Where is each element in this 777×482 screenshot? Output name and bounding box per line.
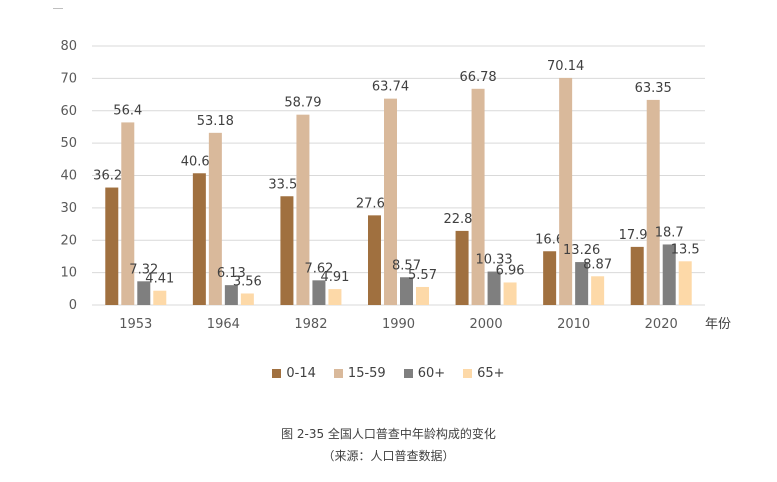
data-label: 7.62 <box>304 261 333 276</box>
legend-swatch <box>403 369 413 378</box>
x-tick-label: 1990 <box>382 317 415 332</box>
legend-label: 0-14 <box>286 366 316 381</box>
data-label: 63.35 <box>635 81 672 96</box>
data-label: 27.69 <box>356 196 393 211</box>
bar <box>105 187 119 305</box>
bar <box>296 114 310 305</box>
legend-swatch <box>272 369 282 378</box>
bar <box>455 230 469 305</box>
bar <box>416 286 429 305</box>
bar <box>312 280 326 305</box>
bar <box>471 88 485 306</box>
x-tick-label: 1982 <box>294 317 327 332</box>
x-tick-label: 1953 <box>119 317 152 332</box>
legend-item: 0-14 <box>272 366 316 381</box>
data-label: 3.56 <box>233 274 262 289</box>
legend-swatch <box>463 369 473 378</box>
data-label: 22.89 <box>443 212 480 227</box>
bar <box>487 271 501 305</box>
data-label: 63.74 <box>372 80 409 95</box>
data-label: 8.57 <box>392 258 421 273</box>
data-label: 16.6 <box>535 232 564 247</box>
bar <box>280 196 294 305</box>
data-label: 6.13 <box>217 266 246 281</box>
data-label: 6.96 <box>496 263 525 278</box>
x-tick-label: 2020 <box>645 317 678 332</box>
corner-mark <box>53 8 63 9</box>
y-tick-label: 70 <box>60 71 77 86</box>
bar <box>646 99 660 305</box>
bar <box>543 251 557 305</box>
data-label: 56.4 <box>113 103 142 118</box>
legend-label: 60+ <box>417 366 446 381</box>
bar <box>137 281 151 305</box>
bar <box>153 290 167 305</box>
data-label: 17.95 <box>619 228 656 243</box>
data-label: 36.28 <box>93 169 130 184</box>
bar <box>192 173 206 305</box>
x-tick-label: 1964 <box>207 317 240 332</box>
legend-label: 65+ <box>477 366 505 381</box>
bar <box>208 132 222 305</box>
bar <box>224 285 238 305</box>
data-label: 7.32 <box>129 262 158 277</box>
data-label: 5.57 <box>408 268 437 283</box>
y-tick-label: 20 <box>60 233 77 248</box>
legend-label: 15-59 <box>347 366 386 381</box>
bar <box>400 277 413 305</box>
legend-swatch <box>333 369 343 378</box>
bar <box>630 246 644 305</box>
data-label: 4.41 <box>145 272 174 287</box>
data-label: 70.14 <box>547 59 584 74</box>
y-tick-label: 50 <box>60 136 77 151</box>
x-tick-label: 2000 <box>470 317 503 332</box>
bar <box>240 293 254 305</box>
data-label: 13.26 <box>563 243 600 258</box>
y-tick-label: 30 <box>60 201 77 216</box>
data-label: 40.69 <box>181 154 218 169</box>
data-label: 53.18 <box>197 114 234 129</box>
y-tick-label: 60 <box>60 104 77 119</box>
figure-source: （来源：人口普查数据） <box>322 449 455 463</box>
figure-caption: 图 2-35 全国人口普查中年龄构成的变化 <box>281 427 496 441</box>
data-label: 18.7 <box>655 225 684 240</box>
bar <box>121 122 135 305</box>
bar <box>575 262 589 305</box>
legend: 0-14 15-59 60+ 65+ <box>0 366 777 381</box>
bar <box>384 98 397 305</box>
legend-item: 15-59 <box>333 366 386 381</box>
y-tick-label: 40 <box>60 169 77 184</box>
x-axis-label: 年份 <box>705 317 731 332</box>
x-tick-label: 2010 <box>557 317 590 332</box>
bar <box>503 282 517 305</box>
data-label: 66.78 <box>459 70 496 85</box>
data-label: 33.59 <box>268 177 305 192</box>
bar <box>662 244 676 305</box>
bar-chart: 0 10 20 30 40 50 60 70 80 36.28 56.4 7.324.41 1953 40… <box>60 39 731 332</box>
data-label: 13.5 <box>671 242 700 257</box>
bar <box>591 276 605 305</box>
data-label: 4.91 <box>320 270 349 285</box>
bar <box>559 77 573 305</box>
legend-item: 65+ <box>463 366 505 381</box>
data-label: 58.79 <box>284 96 321 111</box>
y-tick-label: 10 <box>60 266 77 281</box>
y-tick-label: 0 <box>69 298 77 313</box>
legend-item: 60+ <box>403 366 446 381</box>
bar <box>678 261 692 305</box>
data-label: 8.87 <box>583 257 612 272</box>
bar <box>368 215 381 305</box>
bar <box>328 289 342 305</box>
data-label: 10.33 <box>475 253 512 268</box>
y-tick-label: 80 <box>60 39 77 54</box>
